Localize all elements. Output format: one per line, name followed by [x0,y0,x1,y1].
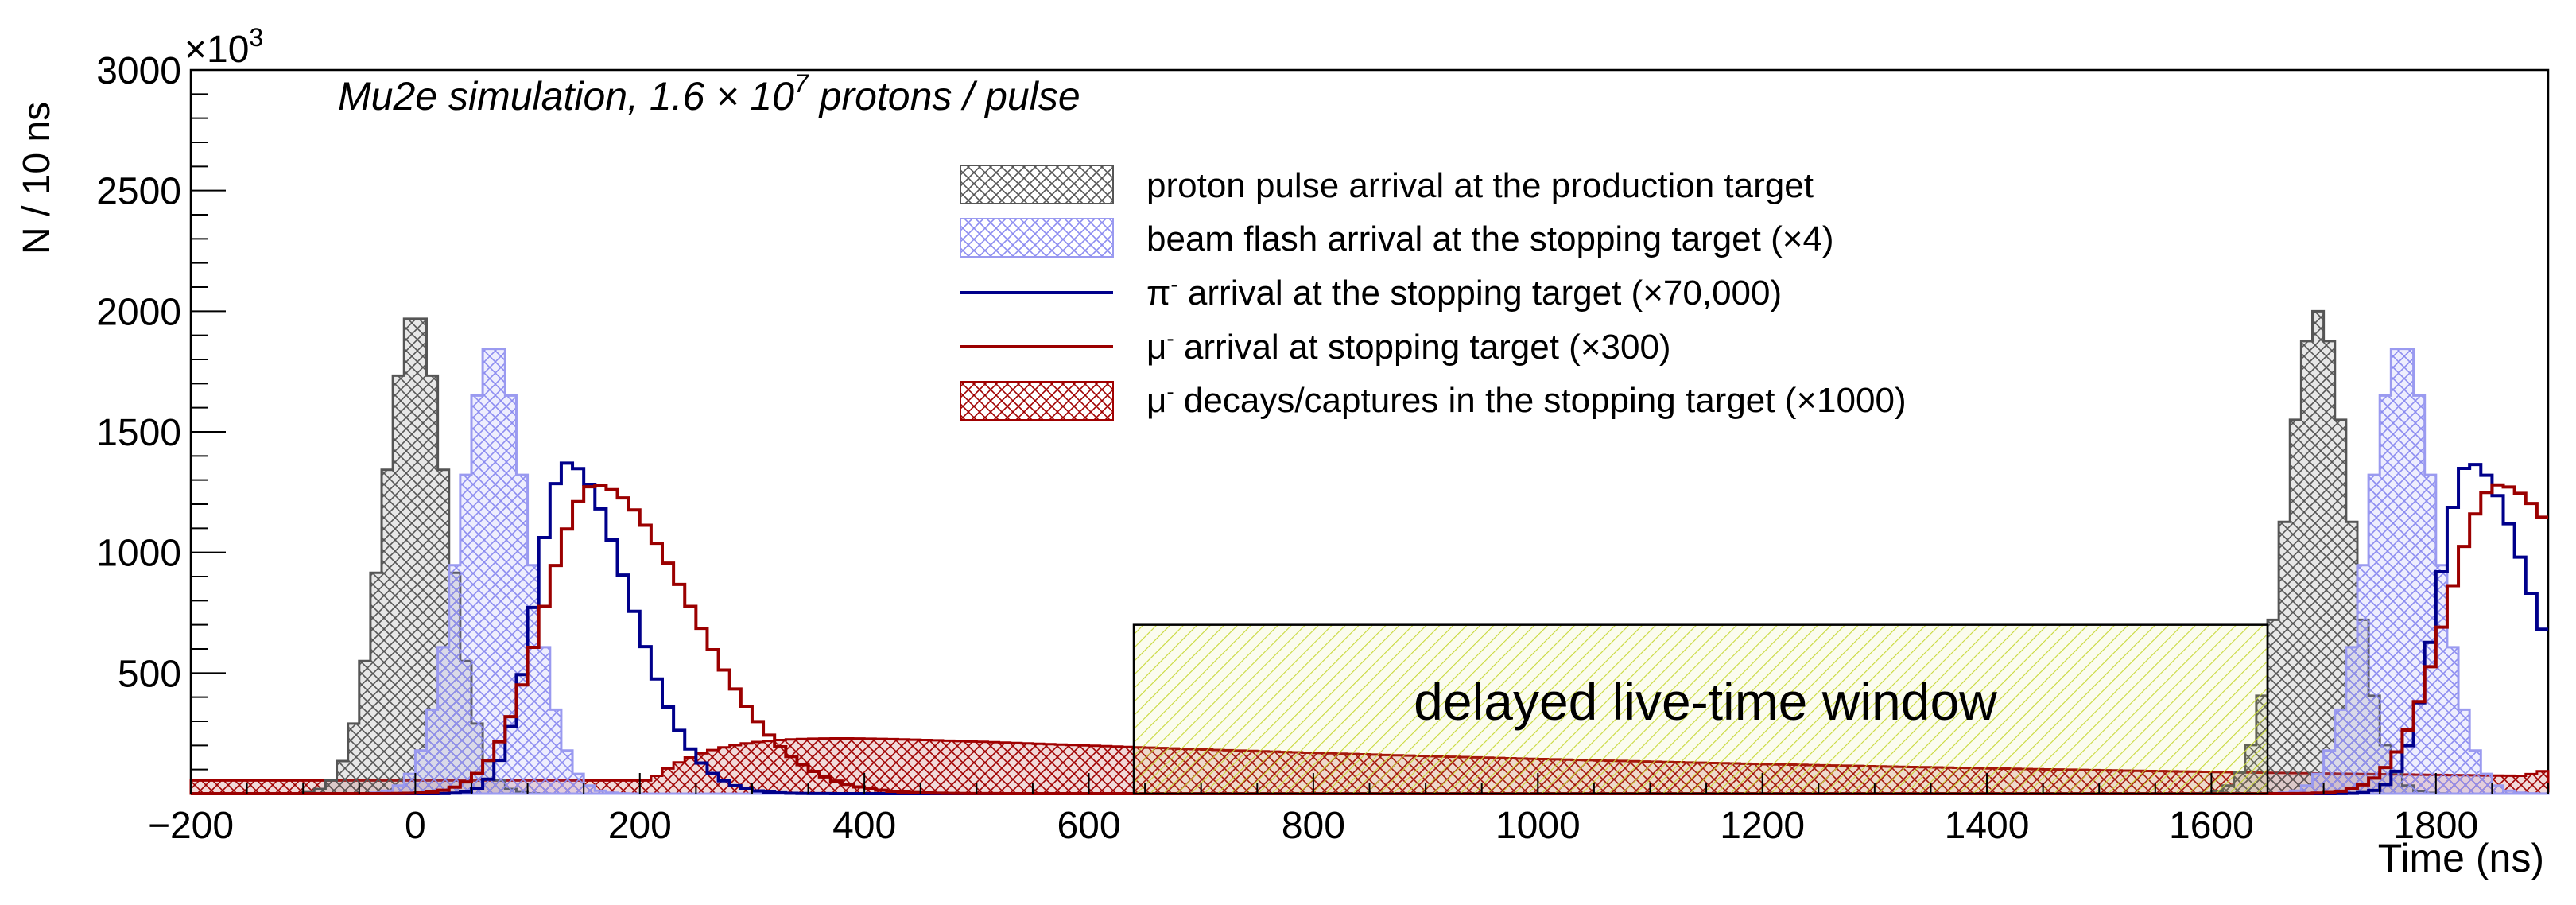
x-tick-label: 1600 [2169,805,2254,847]
legend-swatch-flash [960,218,1114,258]
legend-swatch-decay [960,381,1114,421]
x-tick-label: 1800 [2393,805,2478,847]
live-window-label: delayed live-time window [1414,672,1997,731]
x-tick-label: 200 [608,805,672,847]
x-axis-label: Time (ns) [2378,836,2544,880]
chart-title: Mu2e simulation, 1.6 × 107 protons / pul… [338,69,1080,118]
x-tick-label: 1400 [1945,805,2030,847]
y-tick-label: 2000 [96,291,181,333]
y-tick-label: 1000 [96,533,181,575]
live-window-box [1132,623,2269,795]
legend-label-pion: π- arrival at the stopping target (×70,0… [1146,272,1782,313]
x-tick-label: 600 [1057,805,1120,847]
axes-layer: −200 0 200 400 600 800 1000 1200 1400 1600 1800 500… [96,50,2549,847]
y-tick-label: 500 [118,653,181,695]
x-tick-label: 1000 [1496,805,1581,847]
x-tick-label: 800 [1282,805,1345,847]
legend-label-flash: beam flash arrival at the stopping targe… [1146,219,1834,258]
x-tick-label: 400 [832,805,896,847]
legend-label-decay: μ- decays/captures in the stopping targe… [1146,379,1907,420]
x-tick-label: 1200 [1720,805,1805,847]
x-tick-label: 0 [405,805,426,847]
y-axis-label: N / 10 ns [16,102,58,254]
x-tick-label: −200 [148,805,234,847]
y-tick-label: 2500 [96,171,181,213]
y-tick-label: 3000 [96,50,181,92]
y-tick-label: 1500 [96,412,181,454]
legend-label-muon: μ- arrival at stopping target (×300) [1146,326,1671,367]
legend: proton pulse arrival at the production t… [960,165,1907,421]
legend-swatch-proton [960,165,1114,204]
legend-label-proton: proton pulse arrival at the production t… [1146,166,1814,205]
live-window-layer [1132,623,2269,795]
y-multiplier: ×103 [184,23,263,71]
histogram-layer [189,309,2550,795]
